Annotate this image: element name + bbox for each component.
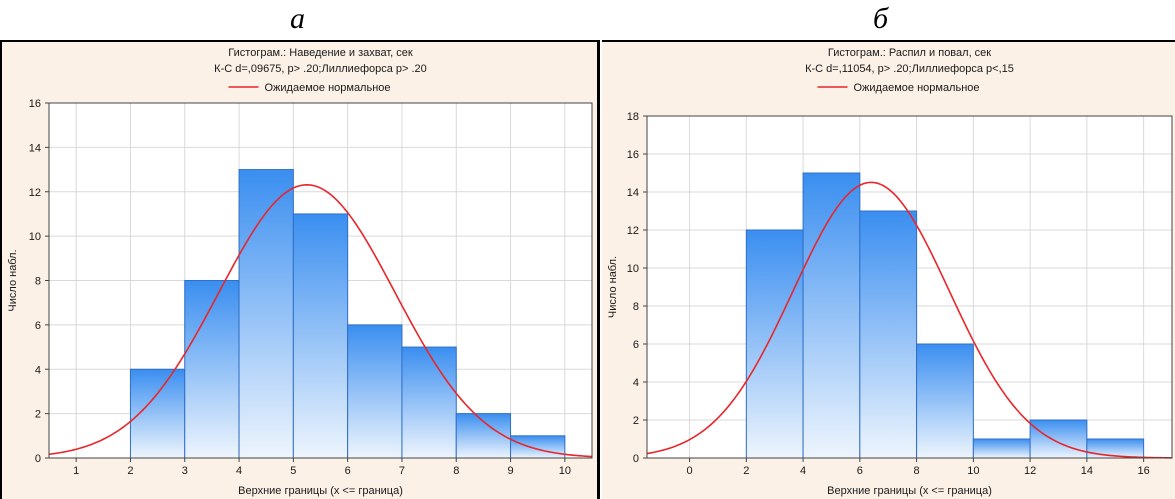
x-tick-label: 7 — [399, 465, 405, 477]
histogram-chart-b: 0 2 4 6 8 10 12 14 16 18 0 2 4 6 8 10 12 14 16 Гистограм.: … — [607, 47, 1173, 497]
y-tick-label: 16 — [627, 149, 639, 161]
y-tick-label: 8 — [633, 301, 639, 313]
x-tick-label: 5 — [290, 465, 296, 477]
x-tick-label: 8 — [453, 465, 459, 477]
y-tick-label: 10 — [627, 263, 639, 275]
y-tick-label: 14 — [627, 187, 639, 199]
x-tick-label: 9 — [507, 465, 513, 477]
chart-subtitle: К-С d=,11054, p> .20;Лиллиефорса p<,15 — [805, 63, 1014, 75]
y-tick-label: 8 — [35, 276, 41, 288]
normal-curve — [646, 181, 1173, 459]
histogram-bar — [916, 343, 974, 459]
y-tick-label: 4 — [35, 364, 41, 376]
histogram-bar — [745, 229, 804, 459]
y-tick-label: 16 — [29, 98, 41, 110]
x-tick-label: 6 — [345, 465, 351, 477]
y-axis-label: Число набл. — [7, 249, 19, 311]
y-axis-label: Число набл. — [607, 256, 619, 318]
x-tick-label: 12 — [1024, 465, 1036, 477]
chart-title: Гистограм.: Распил и повал, сек — [828, 47, 991, 59]
panel-label-b: б — [873, 2, 889, 35]
x-axis-label: Верхние границы (x <= граница) — [827, 485, 992, 497]
x-tick-label: 6 — [857, 465, 863, 477]
x-tick-label: 16 — [1137, 465, 1149, 477]
x-tick-label: 14 — [1081, 465, 1093, 477]
normal-curve — [48, 183, 593, 458]
histogram-panel-a: 0 2 4 6 8 10 12 14 16 1 2 3 4 5 6 7 8 9 10 Гистограм.: Наве… — [0, 40, 600, 499]
y-tick-label: 2 — [35, 409, 41, 421]
y-tick-label: 4 — [633, 377, 639, 389]
y-tick-label: 12 — [627, 225, 639, 237]
x-tick-label: 4 — [800, 465, 806, 477]
x-tick-label: 2 — [127, 465, 133, 477]
y-tick-label: 6 — [633, 339, 639, 351]
chart-title: Гистограм.: Наведение и захват, сек — [228, 47, 413, 59]
y-tick-label: 0 — [633, 453, 639, 465]
x-tick-label: 4 — [236, 465, 242, 477]
x-tick-label: 3 — [182, 465, 188, 477]
histogram-bar — [802, 172, 861, 459]
x-tick-label: 1 — [73, 465, 79, 477]
histogram-bar — [455, 413, 512, 459]
x-tick-label: 2 — [743, 465, 749, 477]
histogram-bar — [510, 435, 566, 459]
y-tick-label: 0 — [35, 453, 41, 465]
y-tick-label: 12 — [29, 187, 41, 199]
x-axis-label: Верхние границы (x <= граница) — [238, 485, 403, 497]
histogram-bar — [238, 169, 294, 459]
histogram-bar — [401, 346, 457, 459]
histogram-panel-b: 0 2 4 6 8 10 12 14 16 18 0 2 4 6 8 10 12 14 16 Гистограм.: … — [602, 40, 1175, 499]
histogram-bar — [972, 438, 1031, 459]
y-tick-label: 18 — [627, 111, 639, 123]
legend-label: Ожидаемое нормальное — [265, 82, 391, 94]
plot-frame — [646, 115, 1173, 459]
x-tick-label: 10 — [967, 465, 979, 477]
histogram-bar — [292, 213, 349, 459]
panel-label-a: а — [290, 2, 305, 35]
legend-label: Ожидаемое нормальное — [854, 82, 980, 94]
y-tick-label: 6 — [35, 320, 41, 332]
histogram-bar — [347, 324, 403, 459]
histogram-bar — [859, 210, 918, 459]
y-tick-label: 14 — [29, 142, 41, 154]
x-tick-label: 8 — [914, 465, 920, 477]
y-tick-label: 2 — [633, 415, 639, 427]
x-tick-label: 0 — [687, 465, 693, 477]
histogram-bar — [184, 280, 240, 459]
chart-subtitle: К-С d=,09675, p> .20;Лиллиефорса p> .20 — [214, 63, 427, 75]
histogram-bar — [1029, 419, 1088, 459]
y-tick-label: 10 — [29, 231, 41, 243]
x-tick-label: 10 — [559, 465, 571, 477]
